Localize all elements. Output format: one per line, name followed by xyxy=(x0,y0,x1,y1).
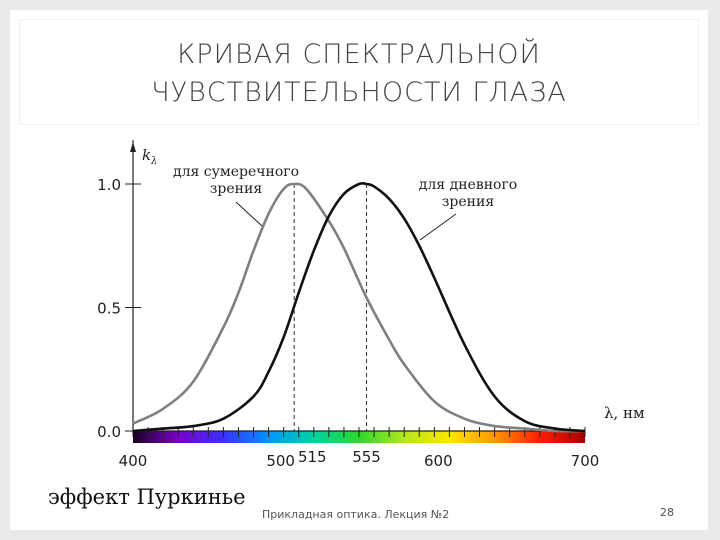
x-tick-label: 700 xyxy=(571,452,600,470)
y-axis-label: k xyxy=(142,146,151,164)
y-tick-label: 1.0 xyxy=(97,176,121,194)
caption-purkinje: эффект Пуркинье xyxy=(48,485,246,509)
scotopic-curve xyxy=(132,182,586,433)
y-axis-label-subscript: λ xyxy=(150,156,157,167)
annotation-label: для дневного зрения xyxy=(419,177,517,210)
photopic-curve xyxy=(132,181,586,433)
x-axis-label: λ, нм xyxy=(604,404,645,422)
annotation-leader-line xyxy=(235,201,263,227)
x-tick-label: 515 xyxy=(298,448,327,466)
x-tick-label: 500 xyxy=(266,452,295,470)
x-tick-label: 400 xyxy=(119,452,148,470)
annotation-leader-line xyxy=(419,213,457,241)
x-tick-label: 555 xyxy=(352,448,381,466)
slide-footer: Прикладная оптика. Лекция №2 xyxy=(262,508,450,521)
x-tick-label: 600 xyxy=(424,452,453,470)
y-tick-label: 0.5 xyxy=(97,300,121,318)
slide-title: КРИВАЯ СПЕКТРАЛЬНОЙ ЧУВСТВИТЕЛЬНОСТИ ГЛА… xyxy=(151,39,567,108)
page-number: 28 xyxy=(660,506,674,519)
title-box: КРИВАЯ СПЕКТРАЛЬНОЙ ЧУВСТВИТЕЛЬНОСТИ ГЛА… xyxy=(20,20,698,124)
y-tick-label: 0.0 xyxy=(97,423,121,441)
annotation-label: для сумеречного зрения xyxy=(173,164,299,197)
y-axis-arrow xyxy=(130,142,136,152)
